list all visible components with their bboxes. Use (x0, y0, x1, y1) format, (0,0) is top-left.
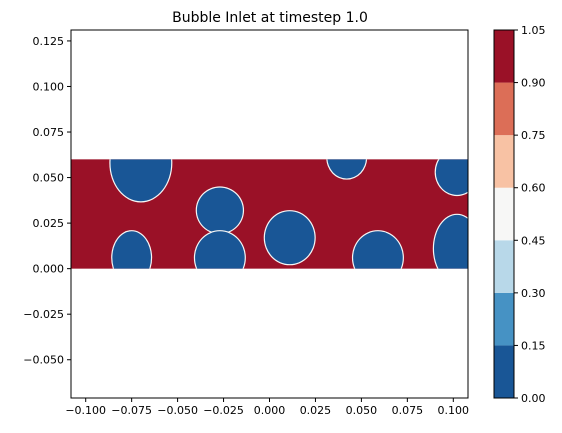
bubble-8 (434, 214, 468, 269)
bubble-6 (353, 231, 403, 269)
colorbar-tick-label: 0.75 (521, 129, 546, 142)
colorbar-segment (494, 240, 514, 293)
colorbar-segment (494, 187, 514, 241)
bubble-7 (435, 159, 468, 195)
colorbar-segment (494, 82, 514, 136)
colorbar-tick-label: 0.45 (521, 234, 546, 247)
colorbar-tick-label: 0.00 (521, 392, 546, 405)
bubble-1 (112, 231, 151, 269)
colorbar-segment (494, 135, 514, 188)
bubble-4 (264, 211, 315, 265)
plot-area (71, 159, 468, 269)
colorbar-segment (494, 30, 514, 83)
y-tick-label: 0.075 (33, 126, 65, 139)
x-tick-label: 0.075 (392, 404, 424, 417)
y-axis: 0.125 0.100 0.075 0.050 0.025 0.000 −0.025 −0.0… (23, 35, 71, 367)
colorbar-segment (494, 292, 514, 346)
bubbles (109, 159, 468, 269)
colorbar-tick-label: 0.90 (521, 77, 546, 90)
y-tick-label: 0.000 (33, 263, 65, 276)
bubble-2 (196, 187, 243, 234)
colorbar-segment (494, 345, 514, 398)
x-tick-label: −0.050 (157, 404, 198, 417)
y-tick-label: 0.125 (33, 35, 65, 48)
y-tick-label: 0.025 (33, 217, 65, 230)
chart-title: Bubble Inlet at timestep 1.0 (172, 10, 368, 26)
colorbar-tick-label: 0.15 (521, 339, 546, 352)
y-tick-label: −0.025 (23, 308, 64, 321)
bubble-3 (195, 231, 245, 269)
y-tick-label: 0.050 (33, 172, 65, 185)
y-tick-label: 0.100 (33, 80, 65, 93)
y-tick-label: −0.050 (23, 354, 64, 367)
x-tick-label: 0.100 (438, 404, 470, 417)
x-tick-label: 0.050 (346, 404, 378, 417)
x-tick-label: 0.000 (254, 404, 286, 417)
bubble-0 (110, 159, 172, 202)
colorbar: 0.00 0.15 0.30 0.45 0.60 0.75 0.90 1.05 (493, 24, 546, 405)
x-tick-label: −0.025 (203, 404, 244, 417)
colorbar-tick-label: 1.05 (521, 24, 546, 37)
bubble-5 (327, 159, 366, 179)
x-tick-label: −0.100 (65, 404, 106, 417)
colorbar-tick-label: 0.60 (521, 182, 546, 195)
x-axis: −0.100 −0.075 −0.050 −0.025 0.000 0.025 0.050 0… (65, 398, 469, 417)
x-tick-label: −0.075 (111, 404, 152, 417)
colorbar-frame (493, 29, 515, 399)
x-tick-label: 0.025 (300, 404, 332, 417)
colorbar-tick-label: 0.30 (521, 287, 546, 300)
